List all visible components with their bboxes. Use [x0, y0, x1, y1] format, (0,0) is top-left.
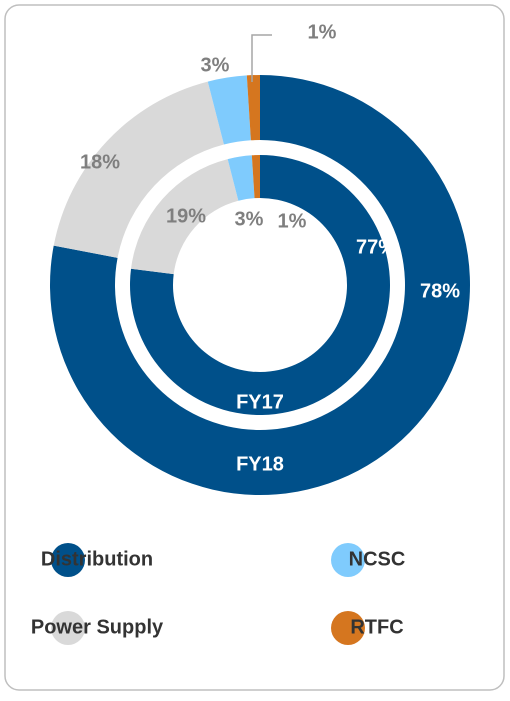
donut-segment [131, 159, 239, 275]
legend-swatch [331, 611, 365, 645]
ring-label: FY17 [236, 391, 284, 413]
data-label: 3% [235, 208, 264, 230]
data-label: 1% [308, 21, 337, 43]
donut-segment [227, 155, 255, 201]
legend-label: Distribution [41, 548, 153, 570]
donut-segment [207, 75, 251, 145]
ring-label: FY18 [236, 453, 284, 475]
legend-swatch [51, 611, 85, 645]
donut-segment [53, 81, 224, 258]
donut-segment [251, 155, 260, 199]
data-label: 1% [278, 210, 307, 232]
donut-segment [50, 75, 470, 495]
legend-label: RTFC [350, 616, 403, 638]
data-label: 3% [201, 54, 230, 76]
legend-label: Power Supply [31, 616, 164, 638]
data-label: 78% [420, 280, 460, 302]
legend-label: NCSC [349, 548, 406, 570]
legend-swatch [51, 543, 85, 577]
donut-segment [246, 75, 260, 141]
data-label: 77% [356, 236, 396, 258]
data-label: 18% [80, 151, 120, 173]
data-label: 19% [166, 205, 206, 227]
donut-segment [130, 155, 390, 415]
leader-line [251, 34, 272, 82]
legend-swatch [331, 543, 365, 577]
